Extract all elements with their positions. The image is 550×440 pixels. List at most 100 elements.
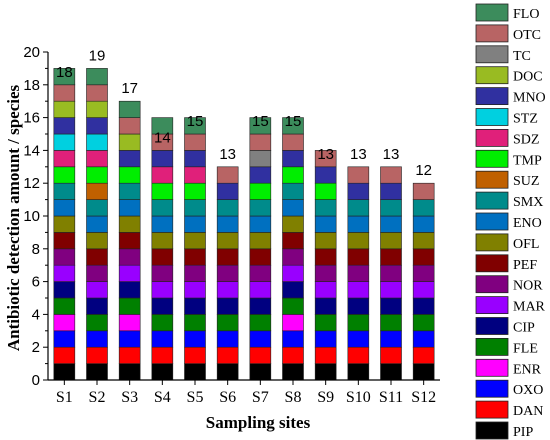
- total-label-s8: 15: [285, 113, 302, 130]
- axes-layer: S1 S2 S3 S4 S5 S6 S7 S8 S9 S10 S11 S12 0 2 4 6 8 10 12 14 16…: [23, 44, 440, 406]
- bar-segment-mar-s10: [347, 281, 370, 299]
- bar-segment-fle-s2: [86, 314, 108, 332]
- bar-segment-dan-s2: [86, 346, 108, 364]
- bar-segment-fle-s12: [412, 314, 435, 332]
- x-tick-label-s7: S7: [252, 389, 269, 406]
- bar-segment-nor-s3: [118, 248, 141, 266]
- total-label-s3: 17: [121, 80, 138, 97]
- bar-segment-flo-s2: [86, 68, 108, 86]
- bar-segment-pef-s3: [118, 232, 141, 250]
- bar-segment-smx-s1: [53, 182, 76, 200]
- legend-label-flo: FLO: [513, 7, 539, 22]
- bar-segment-oxo-s12: [412, 330, 435, 348]
- bar-segment-nor-s9: [314, 264, 337, 282]
- bar-segment-otc-s1: [53, 84, 76, 102]
- legend-swatch-dan: [475, 400, 509, 419]
- bar-segment-oxo-s9: [314, 330, 337, 348]
- bar-segment-otc-s10: [347, 166, 370, 184]
- bar-segment-mno-s9: [314, 166, 337, 184]
- legend-label-stz: STZ: [513, 112, 538, 127]
- bar-segment-pef-s7: [249, 248, 272, 266]
- bar-segment-otc-s6: [216, 166, 239, 184]
- bar-segment-ofl-s1: [53, 215, 76, 233]
- bar-segment-tmp-s1: [53, 166, 76, 184]
- bar-segment-mno-s5: [184, 150, 206, 168]
- legend-swatch-suz: [475, 170, 509, 189]
- legend-swatch-tmp: [475, 149, 509, 168]
- total-label-s11: 13: [383, 146, 400, 163]
- legend-swatch-flo: [475, 3, 509, 22]
- bar-segment-mno-s4: [151, 150, 174, 168]
- bar-segment-dan-s10: [347, 346, 370, 364]
- bar-segment-pip-s2: [86, 363, 108, 381]
- y-axis-title: Antibiotic detection amount / species: [4, 84, 23, 351]
- bar-segment-cip-s4: [151, 297, 174, 315]
- x-tick-label-s1: S1: [56, 389, 73, 406]
- bar-segment-dan-s1: [53, 346, 76, 364]
- bar-segment-pip-s7: [249, 363, 272, 381]
- bar-segment-cip-s1: [53, 281, 76, 299]
- legend-swatch-cip: [475, 317, 509, 335]
- total-label-s1: 18: [56, 64, 73, 81]
- bar-segment-fle-s3: [118, 297, 141, 315]
- bar-segment-otc-s9: [314, 150, 337, 168]
- bar-segment-dan-s6: [216, 346, 239, 364]
- bar-segment-sdz-s1: [53, 150, 76, 168]
- bar-segment-nor-s11: [380, 264, 402, 282]
- bar-segment-cip-s2: [86, 297, 108, 315]
- bar-segment-tmp-s2: [86, 166, 108, 184]
- bar-segment-flo-s5: [184, 117, 206, 135]
- bar-segment-ofl-s7: [249, 232, 272, 250]
- legend-swatch-mar: [475, 296, 509, 315]
- bar-segment-cip-s8: [282, 281, 304, 299]
- legend-label-cip: CIP: [513, 321, 535, 336]
- bar-segment-nor-s12: [412, 264, 435, 282]
- legend-swatch-eno: [475, 212, 509, 231]
- bar-segment-ofl-s4: [151, 232, 174, 250]
- legend: FLO OTC TC DOC MNO STZ SDZ TMP SUZ SMX ENO OFL PEF NO…: [475, 3, 546, 440]
- bar-segment-smx-s7: [249, 199, 272, 217]
- bar-segment-dan-s12: [412, 346, 435, 364]
- bar-segment-pef-s4: [151, 248, 174, 266]
- total-label-s7: 15: [252, 113, 269, 130]
- bar-segment-mar-s12: [412, 281, 435, 299]
- bar-segment-mar-s6: [216, 281, 239, 299]
- total-label-s9: 13: [317, 146, 334, 163]
- bar-segment-nor-s10: [347, 264, 370, 282]
- y-tick-label-4: 4: [32, 306, 40, 323]
- bar-segment-ofl-s9: [314, 232, 337, 250]
- x-tick-label-s3: S3: [121, 389, 138, 406]
- totals-layer: 18 19 17 14 15 13 15 15 13 13 13 12: [56, 47, 432, 179]
- y-tick-label-8: 8: [32, 241, 40, 258]
- bar-segment-oxo-s10: [347, 330, 370, 348]
- legend-label-smx: SMX: [513, 195, 543, 210]
- x-tick-label-s4: S4: [154, 389, 171, 406]
- bar-segment-stz-s2: [86, 133, 108, 151]
- bar-segment-mar-s8: [282, 264, 304, 282]
- bar-segment-pip-s9: [314, 363, 337, 381]
- bar-segment-otc-s7: [249, 133, 272, 151]
- bar-segment-ofl-s11: [380, 232, 402, 250]
- bar-segment-mno-s6: [216, 182, 239, 200]
- bar-segment-mar-s2: [86, 281, 108, 299]
- bar-segment-pip-s11: [380, 363, 402, 381]
- legend-label-pip: PIP: [513, 425, 533, 440]
- bar-segment-ofl-s2: [86, 232, 108, 250]
- legend-label-mno: MNO: [513, 91, 546, 106]
- bar-segment-pef-s9: [314, 248, 337, 266]
- bar-segment-oxo-s8: [282, 330, 304, 348]
- bar-segment-dan-s7: [249, 346, 272, 364]
- x-tick-label-s2: S2: [89, 389, 106, 406]
- bar-segment-smx-s3: [118, 182, 141, 200]
- bar-segment-pef-s10: [347, 248, 370, 266]
- bar-segment-smx-s2: [86, 199, 108, 217]
- bar-segment-otc-s3: [118, 117, 141, 135]
- legend-swatch-tc: [475, 45, 509, 64]
- legend-swatch-stz: [475, 108, 509, 126]
- bar-segment-pef-s1: [53, 232, 76, 250]
- bar-segment-oxo-s5: [184, 330, 206, 348]
- legend-label-pef: PEF: [513, 258, 537, 273]
- bar-segment-oxo-s1: [53, 330, 76, 348]
- legend-swatch-pip: [475, 421, 509, 440]
